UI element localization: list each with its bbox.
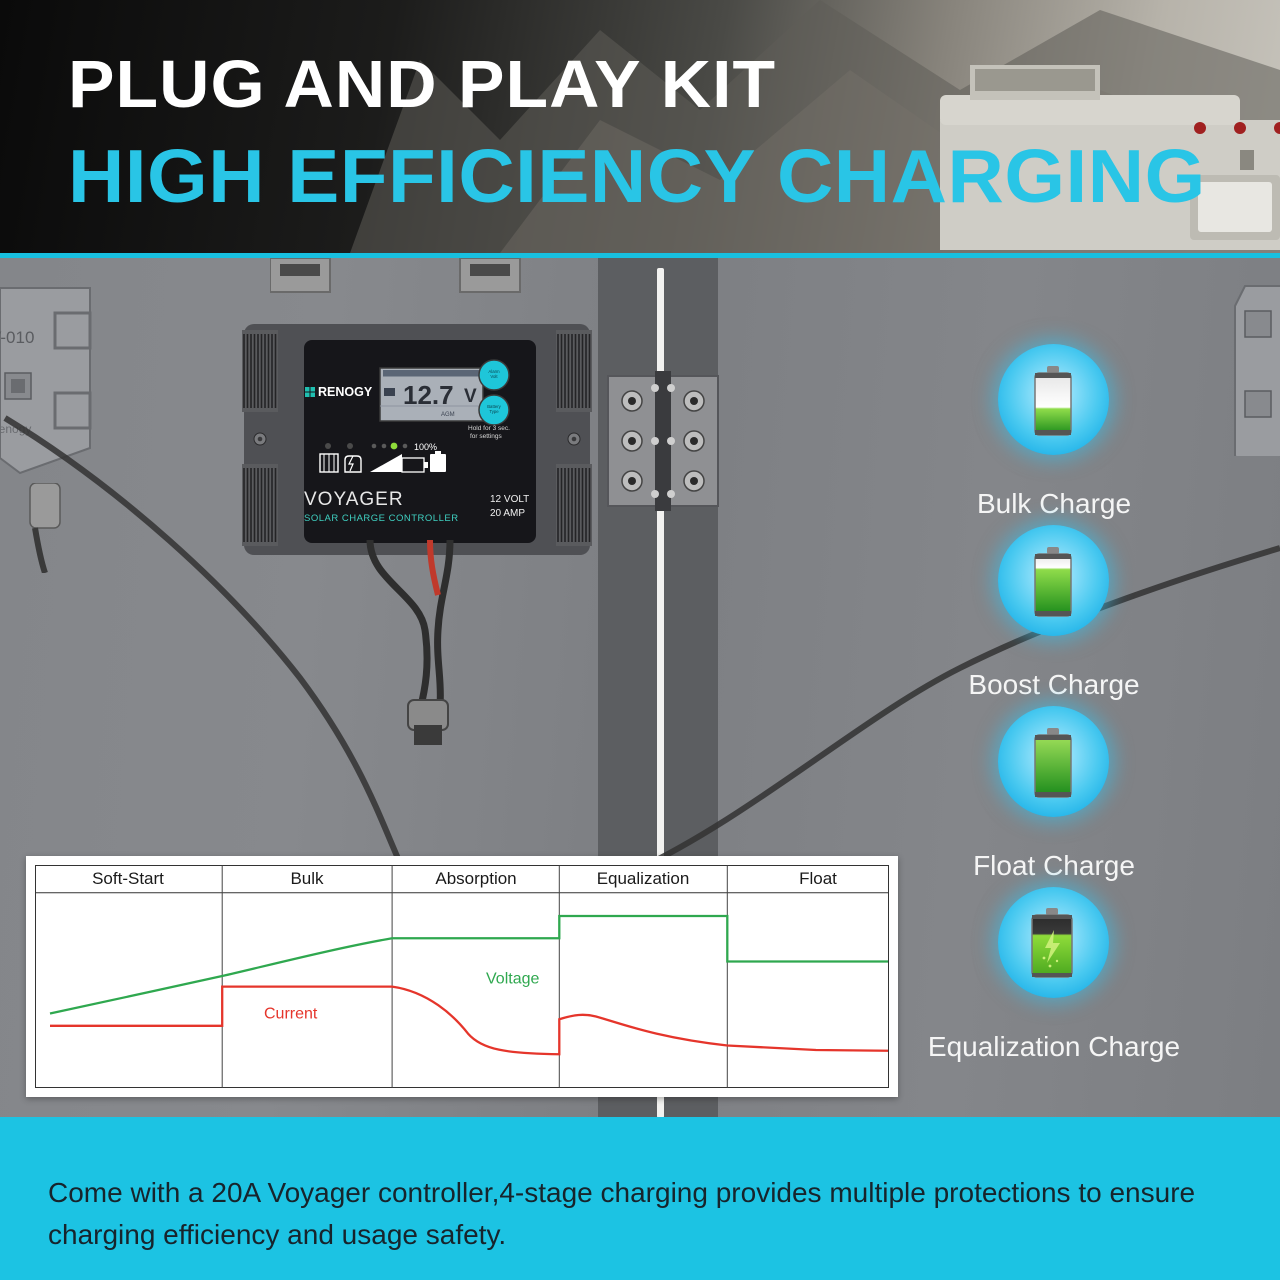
svg-text:AGM: AGM bbox=[441, 412, 455, 418]
svg-text:Float: Float bbox=[799, 869, 837, 888]
svg-text:Absorption: Absorption bbox=[435, 869, 516, 888]
svg-text:Current: Current bbox=[264, 1006, 318, 1023]
svg-text:V: V bbox=[464, 386, 477, 407]
svg-text:20 AMP: 20 AMP bbox=[490, 508, 525, 519]
svg-text:SOLAR CHARGE CONTROLLER: SOLAR CHARGE CONTROLLER bbox=[304, 513, 459, 524]
svg-text:Equalization: Equalization bbox=[597, 869, 690, 888]
svg-text:100%: 100% bbox=[414, 442, 437, 452]
svg-text:Type: Type bbox=[489, 409, 499, 414]
svg-text:V-010: V-010 bbox=[0, 328, 34, 347]
svg-text:VOYAGER: VOYAGER bbox=[304, 489, 404, 510]
svg-text:for settings: for settings bbox=[470, 433, 503, 440]
svg-text:Hold for 3 sec.: Hold for 3 sec. bbox=[468, 425, 510, 432]
svg-text:Volt: Volt bbox=[490, 374, 498, 379]
svg-text:Soft-Start: Soft-Start bbox=[92, 869, 164, 888]
svg-text:Renogy: Renogy bbox=[0, 422, 31, 436]
svg-text:12 VOLT: 12 VOLT bbox=[490, 494, 529, 505]
svg-text:Bulk: Bulk bbox=[290, 869, 324, 888]
svg-text:Voltage: Voltage bbox=[486, 971, 539, 988]
svg-text:RENOGY: RENOGY bbox=[318, 385, 373, 399]
